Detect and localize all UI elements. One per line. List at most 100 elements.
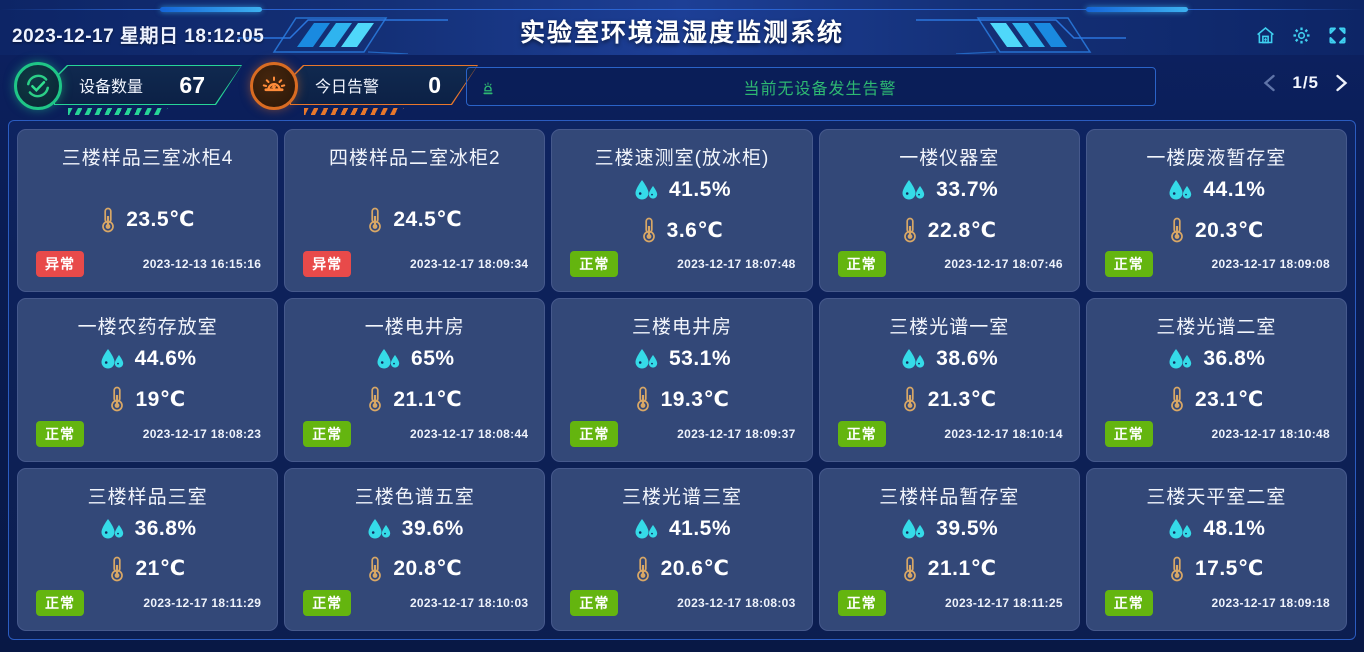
record-time: 2023-12-17 18:08:44 xyxy=(409,426,529,441)
thermometer-icon xyxy=(903,217,916,243)
temperature-row: 20.8℃ xyxy=(367,556,462,582)
record-time: 2023-12-17 18:09:18 xyxy=(1211,595,1330,610)
record-time: 2023-12-13 16:15:16 xyxy=(142,257,262,272)
water-drops-icon xyxy=(1169,349,1192,369)
device-card[interactable]: 三楼光谱三室 41.5% 20.6℃ xyxy=(551,467,813,631)
humidity-value: 65% xyxy=(411,347,455,371)
device-card-footer: 正常 2023-12-17 18:10:14 xyxy=(820,420,1079,451)
status-badge: 正常 xyxy=(570,420,619,447)
temperature-row: 19℃ xyxy=(109,386,185,412)
device-card-footer: 正常 2023-12-17 18:07:46 xyxy=(820,251,1079,281)
record-time: 2023-12-17 18:09:34 xyxy=(409,257,529,272)
device-card[interactable]: 一楼废液暂存室 44.1% 20.3℃ xyxy=(1085,129,1347,293)
device-card[interactable]: 三楼样品暂存室 39.5% 21.1℃ xyxy=(818,467,1080,631)
device-card-body: 53.1% 19.3℃ xyxy=(552,339,811,420)
humidity-row: 41.5% xyxy=(633,178,731,202)
temperature-value: 17.5℃ xyxy=(1194,557,1264,581)
device-card[interactable]: 三楼速测室(放冰柜) 41.5% 3.6℃ xyxy=(551,129,813,293)
device-card-footer: 正常 2023-12-17 18:08:03 xyxy=(552,589,811,620)
humidity-value: 39.5% xyxy=(936,516,999,540)
pagination: 1/5 xyxy=(1261,72,1350,94)
water-drops-icon xyxy=(101,518,123,539)
hatch-decoration-green xyxy=(68,108,168,115)
temperature-row: 21.1℃ xyxy=(902,556,997,582)
temperature-value: 21.1℃ xyxy=(393,387,463,411)
status-badge: 正常 xyxy=(303,420,352,447)
alert-message: 当前无设备发生告警 xyxy=(743,80,897,98)
device-card-footer: 正常 2023-12-17 18:11:25 xyxy=(820,589,1079,620)
status-badge: 正常 xyxy=(36,589,84,616)
header-top-accent-left xyxy=(160,7,262,12)
thermometer-icon xyxy=(636,556,649,582)
temperature-value: 20.3℃ xyxy=(1194,218,1264,242)
temperature-value: 22.8℃ xyxy=(927,218,997,242)
temperature-row: 19.3℃ xyxy=(635,386,730,412)
device-card-title: 三楼速测室(放冰柜) xyxy=(594,148,770,169)
temperature-row: 23.5℃ xyxy=(100,207,195,233)
device-card[interactable]: 三楼电井房 53.1% 19.3℃ xyxy=(551,298,813,462)
fullscreen-icon[interactable] xyxy=(1327,25,1348,46)
device-card[interactable]: 四楼样品二室冰柜2 24.5℃ 异常 2023-12-17 18:09:34 xyxy=(284,129,546,293)
next-page-button[interactable] xyxy=(1333,72,1350,94)
home-icon[interactable] xyxy=(1255,25,1276,46)
device-card[interactable]: 三楼样品三室冰柜4 23.5℃ 异常 2023-12-13 16:15:16 xyxy=(17,129,279,293)
device-card-body: 36.8% 21℃ xyxy=(18,509,277,590)
thermometer-icon xyxy=(369,387,382,412)
device-card-title: 三楼样品三室 xyxy=(87,486,208,508)
humidity-value: 38.6% xyxy=(936,347,999,371)
humidity-value: 33.7% xyxy=(936,178,999,202)
water-drops-icon xyxy=(902,349,925,369)
page-indicator: 1/5 xyxy=(1292,73,1319,92)
humidity-row: 44.6% xyxy=(99,347,197,371)
device-card-body: 44.1% 20.3℃ xyxy=(1087,170,1346,251)
device-card-body: 23.5℃ xyxy=(18,170,277,251)
humidity-value: 48.1% xyxy=(1203,516,1266,540)
device-card[interactable]: 一楼农药存放室 44.6% 19℃ xyxy=(17,298,279,462)
device-card-title: 三楼样品暂存室 xyxy=(879,486,1020,508)
chevron-left-icon xyxy=(1264,74,1276,92)
temperature-row: 21℃ xyxy=(109,556,185,582)
device-card-footer: 正常 2023-12-17 18:10:03 xyxy=(285,589,544,620)
device-card[interactable]: 三楼样品三室 36.8% 21℃ xyxy=(17,467,279,631)
humidity-row: 44.1% xyxy=(1167,178,1265,202)
humidity-value: 36.8% xyxy=(134,516,197,540)
device-card-title: 一楼电井房 xyxy=(364,317,465,339)
hatch-decoration-orange xyxy=(304,108,404,115)
alert-lamp-icon xyxy=(483,81,493,94)
record-time: 2023-12-17 18:07:46 xyxy=(944,257,1063,272)
device-card[interactable]: 三楼光谱一室 38.6% 21.3℃ xyxy=(818,298,1080,462)
device-card[interactable]: 三楼光谱二室 36.8% 23.1℃ xyxy=(1085,298,1347,462)
thermometer-icon xyxy=(642,217,655,243)
temperature-row: 24.5℃ xyxy=(367,207,462,233)
water-drops-icon xyxy=(1169,518,1192,539)
device-card[interactable]: 三楼色谱五室 39.6% 20.8℃ xyxy=(284,467,546,631)
device-card-grid: 三楼样品三室冰柜4 23.5℃ 异常 2023-12-13 16:15:16 四… xyxy=(17,129,1347,631)
thermometer-icon xyxy=(636,387,649,412)
status-badge: 正常 xyxy=(570,251,619,278)
alarm-siren-icon xyxy=(250,62,298,110)
prev-page-button[interactable] xyxy=(1261,72,1278,94)
water-drops-icon xyxy=(368,518,390,539)
device-count-value: 67 xyxy=(179,71,205,98)
device-card-title: 一楼仪器室 xyxy=(899,148,1000,169)
humidity-row: 36.8% xyxy=(1167,347,1265,371)
thermometer-icon xyxy=(111,556,124,582)
device-card-title: 三楼光谱三室 xyxy=(621,486,742,508)
status-badge: 正常 xyxy=(1104,251,1153,278)
status-badge: 异常 xyxy=(36,251,84,278)
record-time: 2023-12-17 18:08:23 xyxy=(142,426,262,441)
device-card[interactable]: 一楼电井房 65% 21.1℃ xyxy=(284,298,546,462)
device-count-label: 设备数量 xyxy=(79,79,144,96)
device-card-title: 三楼天平室二室 xyxy=(1146,486,1287,508)
thermometer-icon xyxy=(903,556,916,582)
device-card-footer: 正常 2023-12-17 18:09:08 xyxy=(1087,251,1346,281)
device-card[interactable]: 一楼仪器室 33.7% 22.8℃ xyxy=(818,129,1080,293)
status-badge: 正常 xyxy=(837,251,886,278)
humidity-row: 39.5% xyxy=(900,517,998,541)
status-badge: 正常 xyxy=(1104,420,1153,447)
device-card-title: 三楼电井房 xyxy=(631,317,732,339)
water-drops-icon xyxy=(377,349,400,369)
gear-icon[interactable] xyxy=(1291,25,1312,46)
water-drops-icon xyxy=(635,518,658,539)
device-card[interactable]: 三楼天平室二室 48.1% 17.5℃ xyxy=(1085,467,1347,631)
